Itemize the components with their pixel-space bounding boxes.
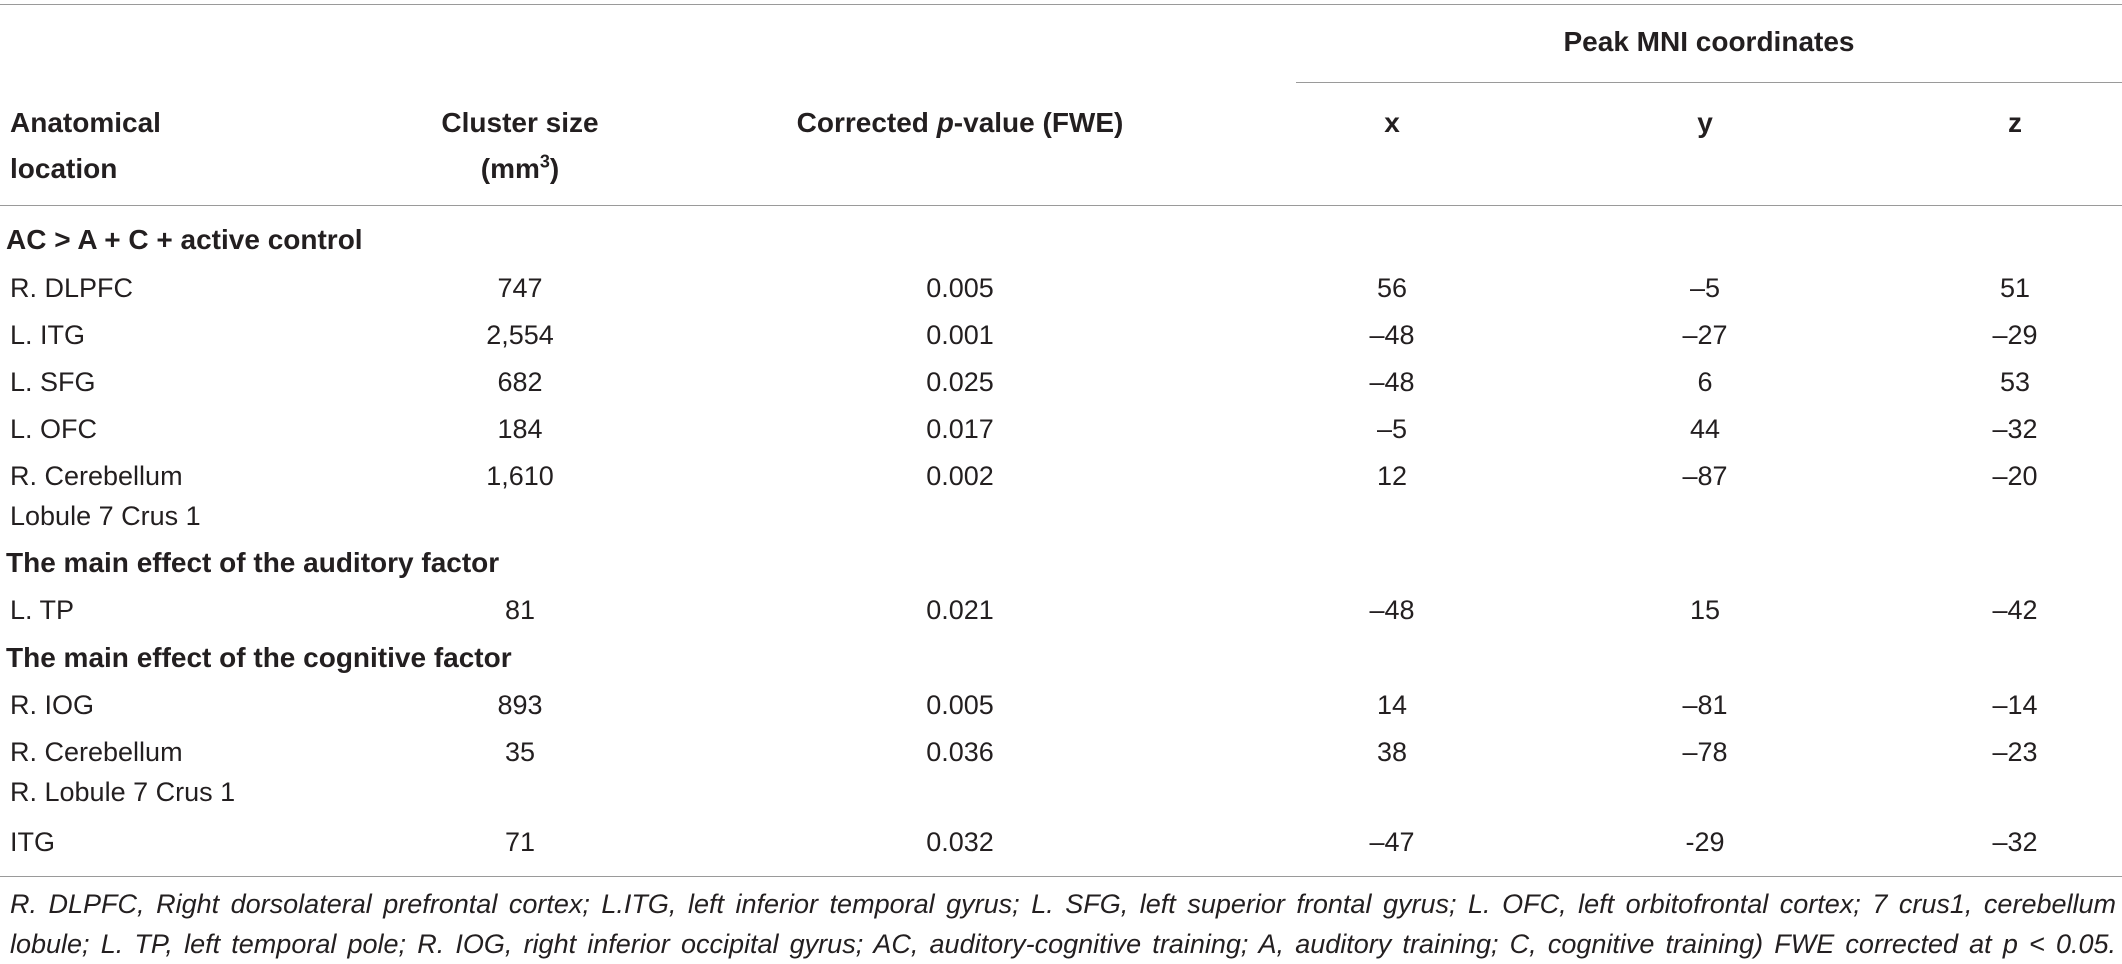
cell-p-value: 0.005 <box>926 273 994 303</box>
header-bottom-rule <box>0 205 2122 206</box>
cell-anatomical-location: ITG <box>10 827 55 857</box>
section-title: The main effect of the auditory factor <box>6 547 500 578</box>
cell-p-value: 0.005 <box>926 690 994 720</box>
column-header-cluster-size: Cluster size (mm3) <box>400 100 640 192</box>
cell-anatomical-location: L. TP <box>10 595 75 625</box>
column-header-anatomical-line2: location <box>10 153 118 184</box>
cell-anatomical-line1: R. Cerebellum <box>10 461 183 491</box>
cell-anatomical-line2: R. Lobule 7 Crus 1 <box>10 777 236 807</box>
column-header-pval-prefix: Corrected <box>796 107 937 138</box>
cell-cluster-size: 81 <box>504 595 536 625</box>
table-footnote: R. DLPFC, Right dorsolateral prefrontal … <box>10 884 2116 964</box>
cell-anatomical-line2: Lobule 7 Crus 1 <box>10 501 201 531</box>
cell-anatomical-location: L. ITG <box>10 320 86 350</box>
cell-cluster-size: 682 <box>497 367 543 397</box>
cell-z: 53 <box>1999 367 2031 397</box>
cell-y: –87 <box>1682 461 1728 491</box>
cell-cluster-size: 71 <box>504 827 536 857</box>
column-header-cluster-line1: Cluster size <box>441 107 599 138</box>
cell-y: 15 <box>1689 595 1721 625</box>
column-header-cluster-unit-exponent: 3 <box>539 151 550 172</box>
column-header-pval-italic: p <box>936 107 954 138</box>
cell-anatomical-location: R. Cerebellum R. Lobule 7 Crus 1 <box>10 732 390 812</box>
cell-p-value: 0.021 <box>926 595 994 625</box>
column-header-x: x <box>1384 107 1400 138</box>
cell-cluster-size: 747 <box>497 273 543 303</box>
cell-x: 56 <box>1376 273 1408 303</box>
cell-p-value: 0.002 <box>926 461 994 491</box>
table-top-rule <box>0 4 2122 5</box>
cell-z: –20 <box>1992 461 2038 491</box>
cell-y: 6 <box>1697 367 1713 397</box>
column-header-cluster-unit: (mm <box>480 153 540 184</box>
column-header-anatomical-line1: Anatomical <box>10 107 161 138</box>
column-header-corrected-p-value: Corrected p-value (FWE) <box>740 100 1180 146</box>
cell-p-value: 0.025 <box>926 367 994 397</box>
footnote-line1: R. DLPFC, Right dorsolateral prefrontal … <box>10 889 2116 919</box>
column-header-cluster-unit-close: ) <box>549 153 560 184</box>
cell-x: –48 <box>1369 320 1415 350</box>
cell-cluster-size: 184 <box>497 414 543 444</box>
table-bottom-rule <box>0 876 2122 877</box>
cell-anatomical-location: R. IOG <box>10 690 95 720</box>
section-title: AC > A + C + active control <box>6 224 363 255</box>
cell-cluster-size: 1,610 <box>486 461 554 491</box>
cell-cluster-size: 35 <box>504 737 536 767</box>
cell-x: 12 <box>1376 461 1408 491</box>
cell-p-value: 0.017 <box>926 414 994 444</box>
column-header-z: z <box>2008 107 2022 138</box>
cell-z: –42 <box>1992 595 2038 625</box>
cell-p-value: 0.036 <box>926 737 994 767</box>
cell-cluster-size: 893 <box>497 690 543 720</box>
cell-x: –5 <box>1376 414 1408 444</box>
cell-x: 38 <box>1376 737 1408 767</box>
cell-z: –23 <box>1992 737 2038 767</box>
cell-p-value: 0.001 <box>926 320 994 350</box>
cell-y: –5 <box>1689 273 1721 303</box>
cell-anatomical-location: L. OFC <box>10 414 98 444</box>
peak-header-rule <box>1296 82 2122 83</box>
column-header-pval-suffix: -value (FWE) <box>953 107 1124 138</box>
column-header-y: y <box>1697 107 1713 138</box>
cell-z: 51 <box>1999 273 2031 303</box>
cell-y: –81 <box>1682 690 1728 720</box>
section-title: The main effect of the cognitive factor <box>6 642 512 673</box>
cell-anatomical-location: R. Cerebellum Lobule 7 Crus 1 <box>10 456 390 536</box>
cell-z: –32 <box>1992 414 2038 444</box>
cell-z: –32 <box>1992 827 2038 857</box>
cell-x: –48 <box>1369 595 1415 625</box>
cell-cluster-size: 2,554 <box>486 320 554 350</box>
cell-y: -29 <box>1685 827 1725 857</box>
footnote-line2: lobule; L. TP, left temporal pole; R. IO… <box>10 929 2116 959</box>
cell-y: –27 <box>1682 320 1728 350</box>
cell-anatomical-location: R. DLPFC <box>10 273 134 303</box>
cell-x: –47 <box>1369 827 1415 857</box>
cell-z: –14 <box>1992 690 2038 720</box>
cell-anatomical-line1: R. Cerebellum <box>10 737 183 767</box>
cell-p-value: 0.032 <box>926 827 994 857</box>
column-header-anatomical-location: Anatomical location <box>10 100 310 192</box>
cell-y: –78 <box>1682 737 1728 767</box>
peak-mni-header: Peak MNI coordinates <box>1563 26 1855 57</box>
cell-x: –48 <box>1369 367 1415 397</box>
cell-anatomical-location: L. SFG <box>10 367 96 397</box>
cell-y: 44 <box>1689 414 1721 444</box>
cell-z: –29 <box>1992 320 2038 350</box>
cell-x: 14 <box>1376 690 1408 720</box>
